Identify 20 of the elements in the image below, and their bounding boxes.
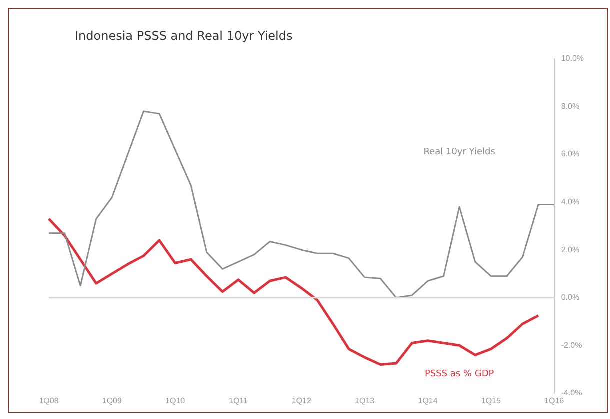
x-tick-label: 1Q13 <box>355 396 376 406</box>
y-tick-label: 2.0% <box>561 245 580 254</box>
y-tick-label: 0.0% <box>561 293 580 302</box>
text: PSSS as % GDP <box>424 370 495 380</box>
x-tick-label: 1Q16 <box>544 396 565 406</box>
text: Real 10yr Yields <box>424 148 496 158</box>
chart-title: Indonesia PSSS and Real 10yr Yields <box>75 29 293 43</box>
y-tick-label: 8.0% <box>561 102 580 111</box>
y-tick-label: -2.0% <box>561 340 582 350</box>
y-tick-label: 4.0% <box>561 198 580 207</box>
x-tick-label: 1Q12 <box>292 396 312 406</box>
y-tick-label: 10.0% <box>561 54 584 64</box>
x-tick-label: 1Q08 <box>39 396 60 406</box>
x-tick-label: 1Q14 <box>418 396 438 406</box>
x-tick-label: 1Q15 <box>481 396 502 406</box>
x-tick-label: 1Q11 <box>229 396 249 406</box>
y-tick-label: 6.0% <box>561 150 580 159</box>
y-tick-label: -4.0% <box>561 388 582 398</box>
x-tick-label: 1Q09 <box>102 396 122 406</box>
x-tick-label: 1Q10 <box>166 396 186 406</box>
